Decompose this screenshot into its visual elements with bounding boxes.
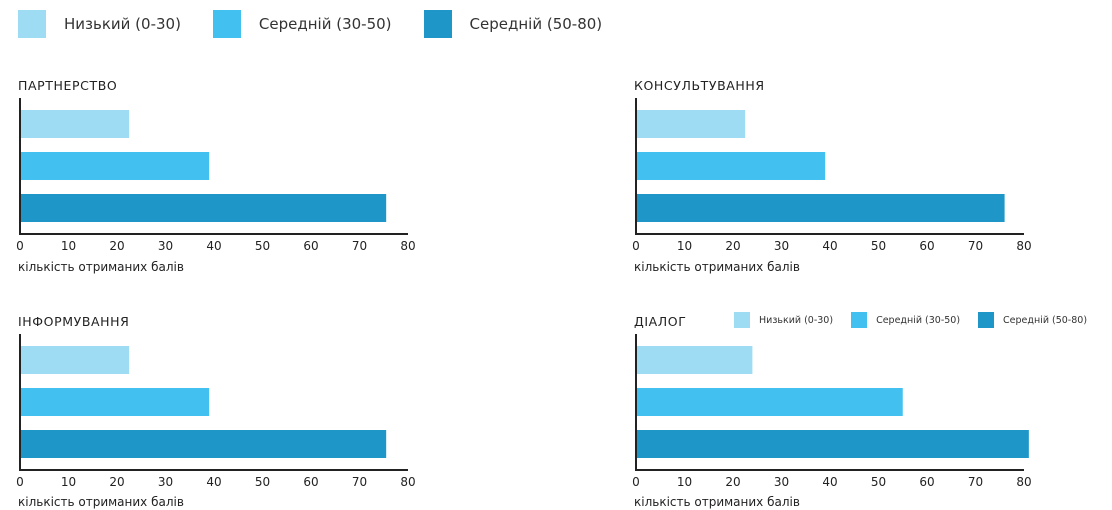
- x-tick-label: 0: [16, 475, 24, 489]
- top-legend: Низький (0-30) Середній (30-50) Середній…: [18, 10, 634, 38]
- dialog-legend-label-low: Низький (0-30): [759, 314, 834, 326]
- dialog-legend-label-medium-30-50: Середній (30-50): [876, 314, 961, 326]
- bar-2: [637, 194, 1005, 222]
- panel-title-informing: ІНФОРМУВАННЯ: [18, 314, 130, 329]
- x-tick-label: 60: [303, 475, 318, 489]
- x-tick-label: 70: [968, 475, 983, 489]
- x-tick-label: 20: [725, 239, 740, 253]
- x-tick-label: 10: [61, 475, 76, 489]
- legend-item-low: Низький (0-30): [18, 10, 181, 38]
- panel-title-consulting: КОНСУЛЬТУВАННЯ: [634, 78, 765, 93]
- x-tick-label: 20: [725, 475, 740, 489]
- dialog-legend-item-low: Низький (0-30): [734, 312, 833, 328]
- dialog-legend-item-medium-50-80: Середній (50-80): [978, 312, 1087, 328]
- x-tick-label: 40: [822, 239, 837, 253]
- x-tick-label: 60: [919, 239, 934, 253]
- x-tick-label: 30: [158, 475, 173, 489]
- x-tick-label: 10: [677, 475, 692, 489]
- x-tick-label: 0: [16, 239, 24, 253]
- x-tick-label: 70: [352, 239, 367, 253]
- x-tick-label: 80: [400, 475, 415, 489]
- x-tick-label: 30: [774, 239, 789, 253]
- dialog-legend: Низький (0-30) Середній (30-50) Середній…: [734, 312, 1105, 328]
- x-tick-label: 70: [968, 239, 983, 253]
- dialog-legend-swatch-low: [734, 312, 750, 328]
- x-tick-label: 30: [774, 475, 789, 489]
- panel-title-partnership: ПАРТНЕРСТВО: [18, 78, 118, 93]
- x-axis-label-informing: кількість отриманих балів: [18, 495, 184, 509]
- bar-1: [637, 152, 826, 180]
- bar-0: [637, 346, 753, 374]
- x-tick-label: 10: [61, 239, 76, 253]
- x-tick-label: 20: [109, 475, 124, 489]
- bar-0: [21, 110, 130, 138]
- x-tick-label: 10: [677, 239, 692, 253]
- x-axis-label-dialogue: кількість отриманих балів: [634, 495, 800, 509]
- legend-item-medium-50-80: Середній (50-80): [423, 10, 603, 38]
- x-tick-label: 40: [822, 475, 837, 489]
- bar-2: [21, 194, 387, 222]
- x-tick-label: 40: [206, 239, 221, 253]
- x-axis-label-partnership: кількість отриманих балів: [18, 260, 184, 274]
- x-tick-label: 50: [871, 239, 886, 253]
- bar-2: [637, 430, 1029, 458]
- x-axis-label-consulting: кількість отриманих балів: [634, 260, 800, 274]
- x-tick-label: 20: [109, 239, 124, 253]
- chart-dialogue: 0 10 20 30 40 50 60 70 80: [632, 334, 1032, 489]
- legend-swatch-medium-50-80: [423, 10, 452, 38]
- x-tick-label: 60: [303, 239, 318, 253]
- bar-1: [21, 152, 210, 180]
- legend-swatch-medium-30-50: [212, 10, 241, 38]
- x-tick-label: 60: [919, 475, 934, 489]
- x-tick-label: 0: [632, 475, 640, 489]
- x-tick-label: 70: [352, 475, 367, 489]
- x-tick-label: 50: [255, 475, 270, 489]
- x-tick-label: 80: [1016, 475, 1031, 489]
- x-tick-label: 0: [632, 239, 640, 253]
- chart-consulting: 0 10 20 30 40 50 60 70 80: [632, 98, 1032, 253]
- panel-title-dialogue: ДІАЛОГ: [634, 314, 687, 329]
- x-tick-label: 50: [255, 239, 270, 253]
- legend-label-low: Низький (0-30): [64, 15, 181, 33]
- dialog-legend-swatch-medium-30-50: [851, 312, 868, 328]
- x-tick-label: 50: [871, 475, 886, 489]
- x-tick-label: 40: [206, 475, 221, 489]
- chart-partnership: 0 10 20 30 40 50 60 70 80: [16, 98, 416, 253]
- legend-label-medium-30-50: Середній (30-50): [258, 15, 392, 33]
- x-tick-label: 80: [400, 239, 415, 253]
- legend-item-medium-30-50: Середній (30-50): [212, 10, 392, 38]
- dialog-legend-item-medium-30-50: Середній (30-50): [851, 312, 960, 328]
- bar-2: [21, 430, 387, 458]
- bar-0: [637, 110, 746, 138]
- bar-0: [21, 346, 130, 374]
- chart-informing: 0 10 20 30 40 50 60 70 80: [16, 334, 416, 489]
- legend-label-medium-50-80: Середній (50-80): [469, 15, 603, 33]
- legend-swatch-low: [18, 10, 46, 38]
- x-tick-label: 80: [1016, 239, 1031, 253]
- bar-1: [21, 388, 210, 416]
- dialog-legend-label-medium-50-80: Середній (50-80): [1003, 314, 1088, 326]
- dialog-legend-swatch-medium-50-80: [978, 312, 995, 328]
- bar-1: [637, 388, 903, 416]
- x-tick-label: 30: [158, 239, 173, 253]
